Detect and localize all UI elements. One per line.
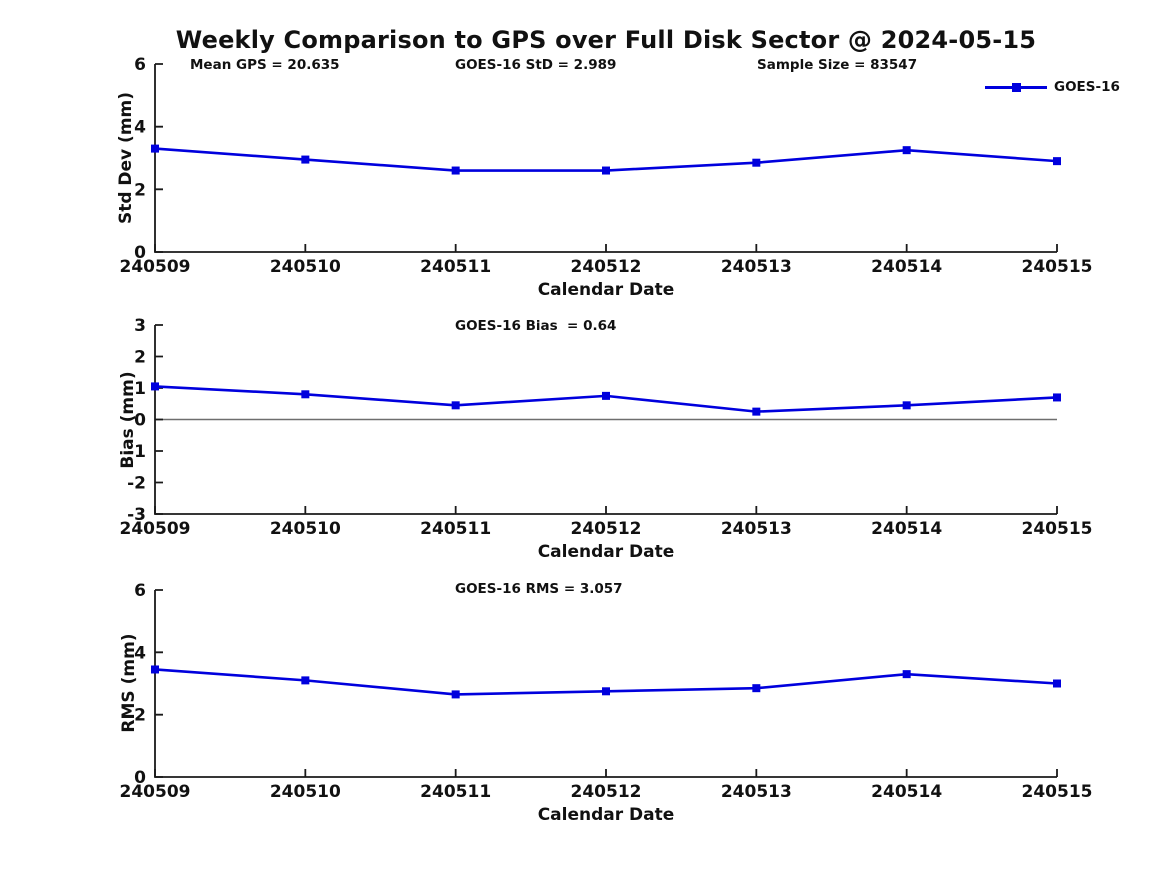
x-tick-label: 240511: [420, 257, 491, 277]
y-tick-label: 6: [134, 581, 146, 601]
data-point-marker: [301, 676, 310, 685]
x-tick-label: 240509: [120, 782, 191, 802]
subplot-2: -3 -2 -1 0 1 2 3 240509 240510 240511 240512 240513…: [120, 316, 1093, 539]
y-tick-label: 0: [134, 243, 146, 263]
y-tick-label: 0: [134, 768, 146, 788]
data-point-marker: [752, 684, 761, 693]
data-point-marker: [451, 166, 460, 175]
x-tick-label: 240510: [270, 782, 341, 802]
x-tick-label: 240509: [120, 257, 191, 277]
data-point-marker: [1053, 393, 1061, 402]
legend-square-marker: [1012, 82, 1021, 92]
subplot-1: 0 2 4 6 240509 240510 240511 240512 240513 240514…: [120, 55, 1093, 277]
xlabel-calendar-date-2: Calendar Date: [537, 542, 675, 562]
y-tick-label: -3: [127, 505, 146, 525]
x-tick-label: 240513: [721, 257, 792, 277]
y-tick-label: -2: [127, 474, 146, 494]
y-tick-label: 4: [134, 118, 146, 138]
x-tick-label: 240515: [1022, 782, 1093, 802]
annotation-goes16-bias: GOES-16 Bias = 0.64: [455, 318, 617, 334]
data-point-marker: [902, 146, 911, 155]
data-point-marker: [752, 158, 761, 167]
ylabel-rms: RMS (mm): [119, 633, 139, 733]
x-tick-label: 240515: [1022, 257, 1093, 277]
data-point-marker: [151, 382, 159, 391]
x-tick-label: 240513: [721, 519, 792, 539]
annotation-sample-size: Sample Size = 83547: [757, 57, 918, 73]
subplot-3: 0 2 4 6 240509 240510 240511 240512 240513 240514…: [120, 581, 1093, 802]
data-point-marker: [451, 401, 460, 410]
x-tick-label: 240511: [420, 519, 491, 539]
x-tick-label: 240512: [571, 257, 642, 277]
y-tick-label: 3: [134, 316, 146, 336]
data-point-marker: [301, 390, 310, 399]
x-tick-label: 240514: [871, 782, 942, 802]
x-tick-label: 240515: [1022, 519, 1093, 539]
x-tick-label: 240513: [721, 782, 792, 802]
x-tick-label: 240512: [571, 519, 642, 539]
tick-marks: [154, 589, 1058, 778]
y-tick-label: 2: [134, 348, 146, 368]
y-tick-label: 4: [134, 643, 146, 663]
tick-marks: [154, 63, 1058, 253]
x-tick-label: 240509: [120, 519, 191, 539]
x-tick-label: 240512: [571, 782, 642, 802]
data-point-marker: [1053, 157, 1061, 166]
data-point-marker: [602, 391, 610, 400]
xlabel-calendar-date-1: Calendar Date: [537, 280, 675, 300]
xlabel-calendar-date-3: Calendar Date: [537, 805, 675, 825]
y-tick-label: 6: [134, 55, 146, 75]
data-point-marker: [902, 401, 911, 410]
annotation-mean-gps: Mean GPS = 20.635: [190, 57, 340, 73]
y-tick-label: -1: [127, 442, 146, 462]
ylabel-std-dev: Std Dev (mm): [116, 91, 136, 225]
x-tick-label: 240511: [420, 782, 491, 802]
annotation-goes16-rms: GOES-16 RMS = 3.057: [455, 581, 623, 597]
y-tick-label: 2: [134, 180, 146, 200]
x-tick-label: 240510: [270, 519, 341, 539]
data-point-marker: [151, 144, 159, 153]
data-point-marker: [301, 155, 310, 164]
y-tick-label: 2: [134, 706, 146, 726]
ylabel-bias: Bias (mm): [118, 371, 138, 469]
data-point-marker: [451, 690, 460, 699]
x-tick-label: 240510: [270, 257, 341, 277]
y-tick-label: 1: [134, 379, 146, 399]
annotation-goes16-std: GOES-16 StD = 2.989: [455, 57, 617, 73]
axes-spines: [154, 590, 1057, 778]
figure-title: Weekly Comparison to GPS over Full Disk …: [175, 26, 1037, 54]
data-point-marker: [902, 670, 911, 679]
data-point-marker: [151, 665, 159, 674]
y-tick-label: 0: [134, 411, 146, 431]
data-point-marker: [602, 687, 610, 696]
legend: GOES-16: [985, 79, 1165, 97]
data-point-marker: [1053, 679, 1061, 688]
legend-label: GOES-16: [1054, 79, 1120, 95]
x-tick-label: 240514: [871, 257, 942, 277]
data-point-marker: [602, 166, 610, 175]
data-point-marker: [752, 407, 761, 416]
x-tick-label: 240514: [871, 519, 942, 539]
